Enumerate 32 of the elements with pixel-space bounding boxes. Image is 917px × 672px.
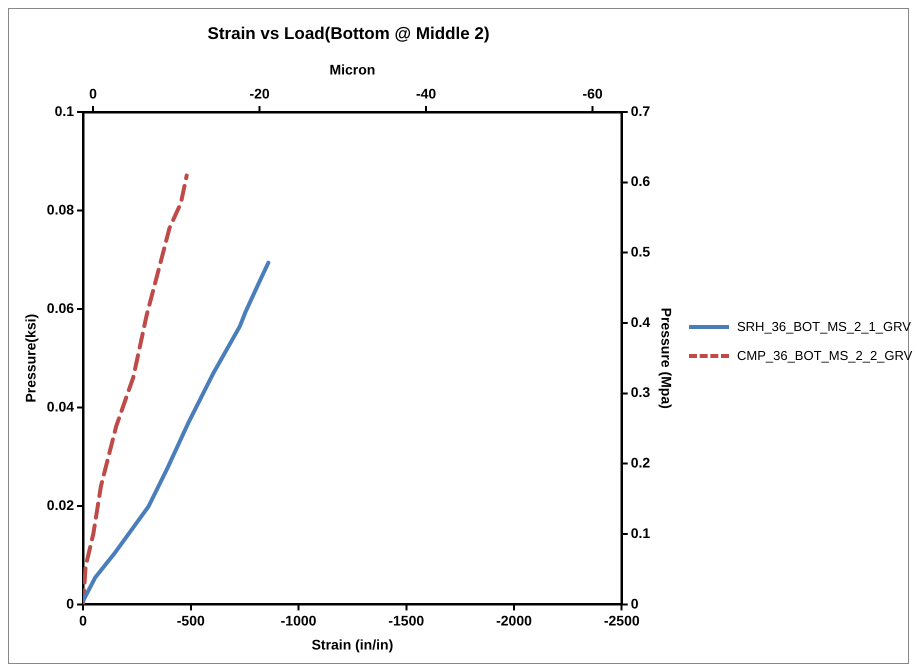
y-tick-label: 0 — [66, 595, 74, 612]
x-tick-label: -2000 — [496, 612, 532, 629]
x-axis-title: Strain (in/in) — [312, 636, 394, 652]
y2-tick-label: 0.5 — [630, 244, 650, 260]
x-tick-label: -1500 — [388, 612, 424, 629]
y2-tick-label: 0.3 — [630, 384, 650, 400]
line-series — [83, 174, 189, 604]
y2-axis-title: Pressure (Mpa) — [658, 308, 675, 409]
x2-tick-label: -60 — [582, 85, 603, 102]
y-tick-label: 0.08 — [46, 201, 74, 218]
x-tick-label: -1000 — [280, 612, 317, 629]
y2-tick-label: 0.7 — [630, 102, 650, 119]
y-tick-label: 0.06 — [46, 300, 74, 316]
x2-tick-label: -40 — [416, 85, 436, 102]
legend-label: CMP_36_BOT_MS_2_2_GRV — [737, 348, 912, 363]
y2-tick-label: 0.2 — [630, 454, 650, 471]
legend-label: SRH_36_BOT_MS_2_1_GRV — [737, 319, 911, 334]
chart-title: Strain vs Load(Bottom @ Middle 2) — [208, 24, 490, 43]
x2-tick-label: -20 — [249, 85, 270, 102]
x-tick-label: 0 — [79, 612, 88, 629]
y-tick-label: 0.1 — [54, 102, 74, 119]
y-tick-label: 0.04 — [46, 398, 74, 414]
x-tick-label: -2500 — [604, 612, 640, 629]
y2-tick-label: 0 — [630, 595, 639, 612]
y2-tick-label: 0.4 — [630, 314, 650, 330]
x-tick-label: -500 — [176, 612, 206, 629]
y-tick-label: 0.02 — [46, 496, 74, 513]
x2-tick-label: 0 — [89, 85, 98, 102]
y2-tick-label: 0.6 — [630, 173, 650, 190]
y-axis-title: Pressure(ksi) — [22, 314, 38, 403]
x2-axis-title: Micron — [329, 62, 376, 78]
y2-tick-label: 0.1 — [630, 524, 650, 541]
